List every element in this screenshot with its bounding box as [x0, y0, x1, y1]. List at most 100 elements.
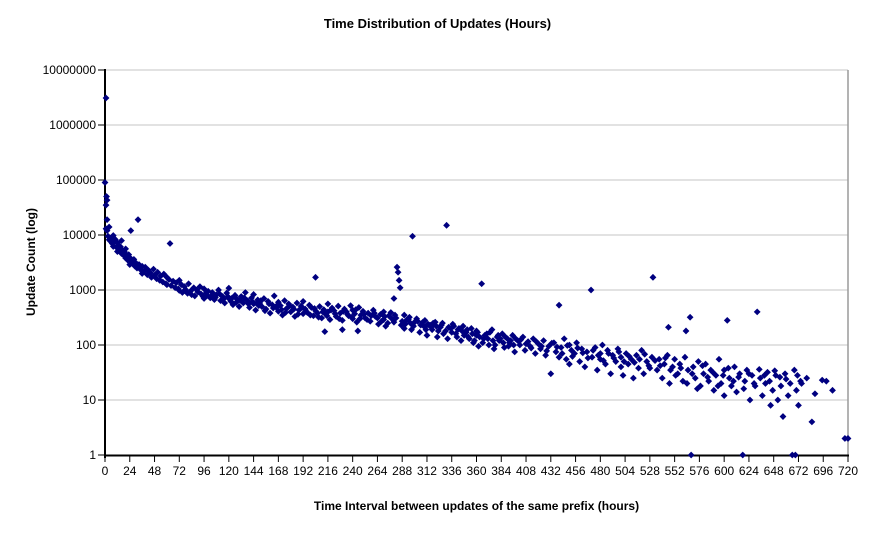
data-point	[822, 377, 830, 385]
x-tick-label: 552	[665, 464, 685, 478]
data-point	[395, 276, 403, 284]
data-point	[278, 306, 285, 314]
data-point	[617, 353, 625, 361]
data-point	[486, 328, 494, 336]
data-point	[602, 360, 609, 368]
data-point	[239, 299, 247, 307]
data-point	[384, 319, 392, 327]
data-point	[672, 372, 680, 379]
data-point	[774, 396, 782, 404]
data-point	[328, 304, 336, 312]
data-point	[235, 303, 243, 310]
data-point	[266, 309, 274, 317]
data-point	[694, 358, 702, 365]
data-point	[629, 374, 637, 382]
y-tick-label: 1	[89, 448, 96, 462]
data-point	[531, 350, 539, 357]
data-point	[488, 326, 496, 334]
data-point	[547, 370, 555, 378]
data-point	[347, 302, 355, 310]
y-tick-labels: 1 10 100 1000 10000 100000 1000000 10000000	[43, 63, 97, 462]
data-point	[196, 283, 204, 291]
data-point	[380, 316, 388, 323]
data-point	[717, 380, 725, 387]
data-point	[746, 396, 754, 404]
data-point	[241, 289, 249, 296]
data-point	[338, 317, 346, 324]
data-point	[674, 370, 682, 378]
data-point	[400, 311, 408, 319]
data-point	[766, 377, 773, 385]
data-point	[779, 413, 787, 420]
data-point	[262, 305, 270, 313]
data-point	[459, 322, 467, 330]
data-point	[225, 284, 233, 292]
data-point	[264, 298, 272, 305]
data-point	[126, 261, 134, 268]
data-point	[216, 290, 223, 298]
x-tick-label: 432	[541, 464, 561, 478]
data-point	[782, 375, 790, 383]
x-tick-label: 144	[244, 464, 264, 478]
x-tick-label: 648	[764, 464, 784, 478]
x-tick-label: 120	[219, 464, 239, 478]
data-point	[111, 236, 119, 243]
data-point	[381, 313, 389, 320]
data-point	[117, 243, 124, 251]
data-point	[791, 451, 799, 459]
data-point	[293, 299, 301, 307]
data-point	[712, 372, 720, 379]
data-point	[573, 339, 580, 347]
data-point	[169, 277, 177, 285]
data-point	[641, 350, 649, 358]
data-point	[682, 327, 690, 335]
x-tick-label: 672	[788, 464, 808, 478]
data-point	[355, 304, 363, 311]
data-point	[764, 368, 771, 376]
data-point	[453, 333, 461, 341]
data-point	[160, 270, 168, 278]
data-point	[636, 355, 643, 363]
data-point	[651, 357, 659, 365]
data-point	[260, 295, 268, 302]
data-point	[710, 386, 718, 394]
data-point	[431, 318, 439, 326]
data-point	[691, 374, 699, 382]
x-tick-label: 408	[516, 464, 536, 478]
data-point	[244, 297, 251, 305]
x-tick-label: 192	[293, 464, 313, 478]
data-point	[653, 366, 661, 374]
data-point	[781, 370, 789, 378]
data-point	[571, 350, 578, 357]
data-point	[103, 216, 111, 224]
data-point	[740, 385, 748, 393]
data-point	[640, 370, 648, 378]
x-tick-label: 576	[689, 464, 709, 478]
data-point	[115, 241, 122, 249]
data-point	[320, 306, 328, 314]
x-tick-label: 384	[491, 464, 511, 478]
data-point	[102, 94, 110, 102]
data-point	[105, 223, 113, 231]
data-point	[380, 308, 388, 316]
data-point	[277, 302, 284, 310]
data-point	[665, 323, 672, 331]
data-point	[612, 358, 620, 365]
data-point	[127, 227, 135, 235]
data-point	[489, 337, 497, 345]
data-point	[625, 353, 633, 360]
data-point	[786, 380, 794, 387]
data-point	[596, 350, 604, 357]
data-point	[795, 401, 802, 409]
x-tick-label: 504	[615, 464, 635, 478]
data-point	[615, 348, 623, 356]
data-point	[798, 380, 805, 387]
data-point	[730, 377, 737, 385]
data-point	[700, 370, 707, 378]
data-point	[316, 303, 324, 310]
data-point	[751, 382, 759, 390]
data-point	[396, 284, 404, 292]
data-point	[803, 374, 811, 382]
data-point	[532, 338, 540, 346]
x-axis-title: Time Interval between updates of the sam…	[313, 499, 640, 513]
